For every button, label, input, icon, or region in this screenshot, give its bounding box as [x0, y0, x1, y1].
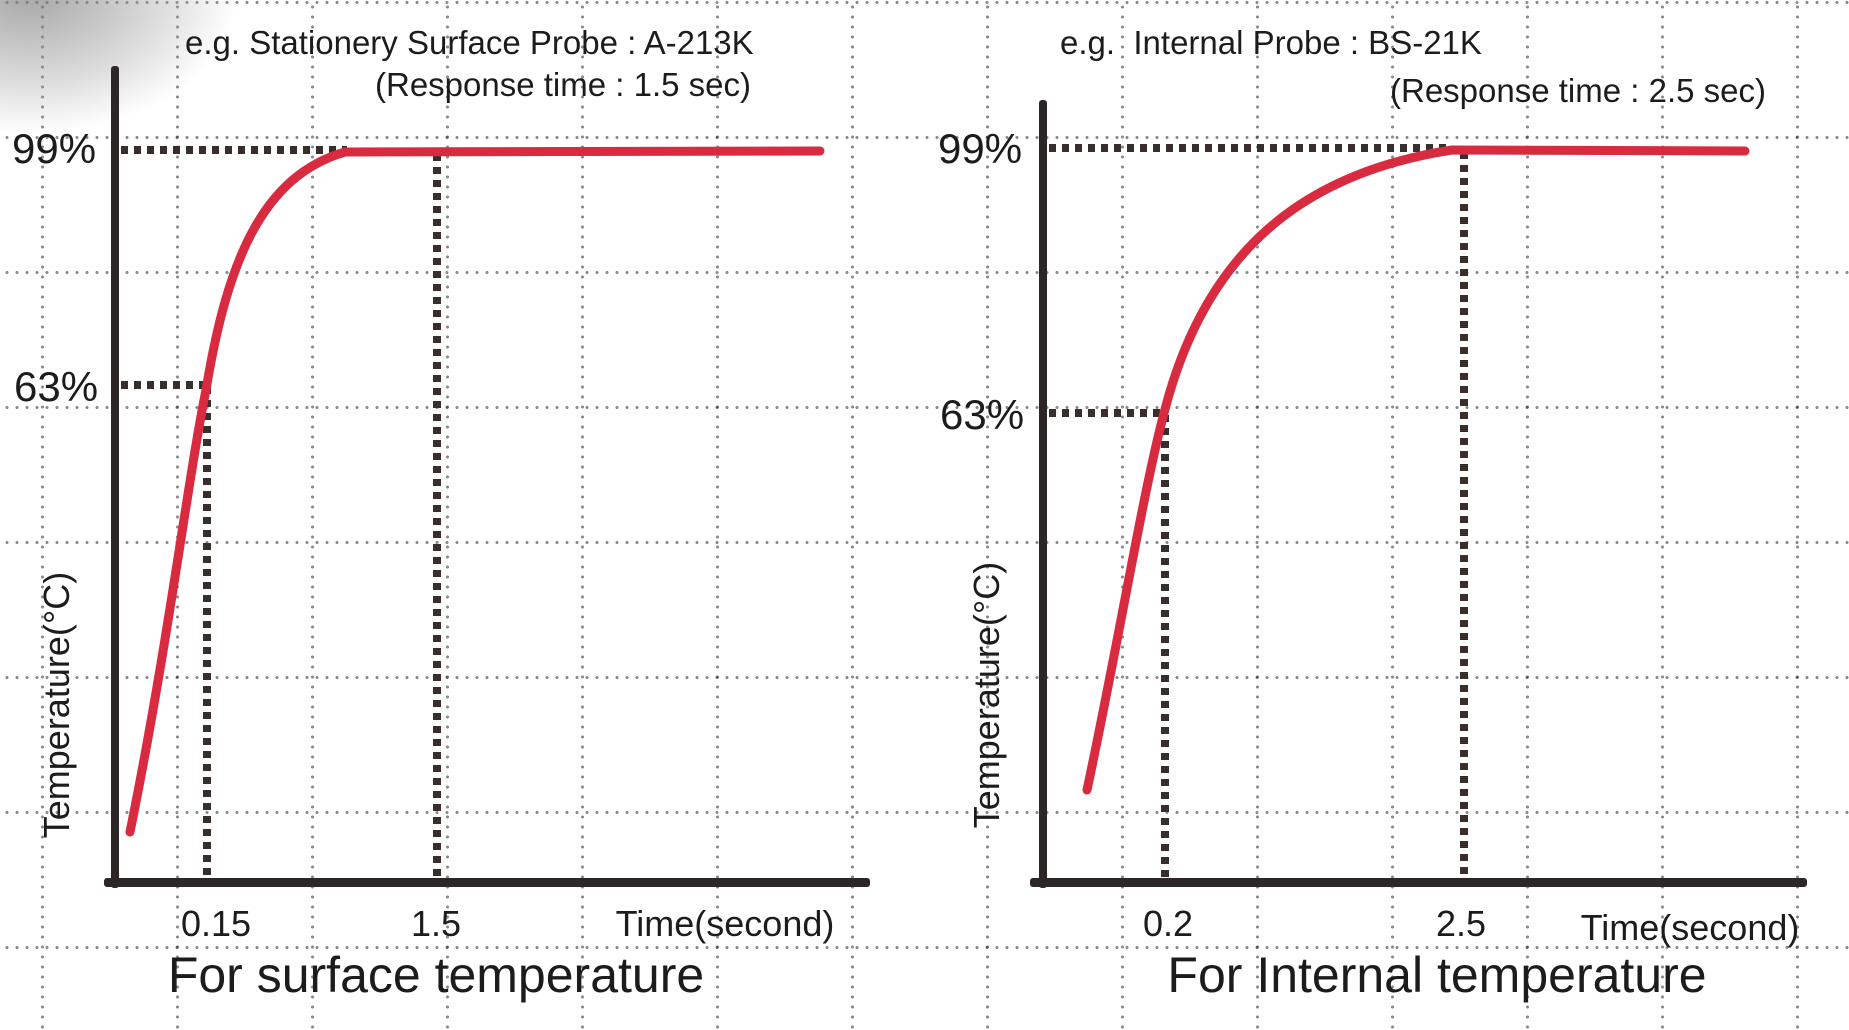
ref-line-63-horizontal	[1049, 409, 1162, 417]
x-axis	[1030, 878, 1807, 887]
ref-line-2p5-vertical	[1460, 152, 1468, 878]
y-axis	[1039, 100, 1047, 888]
ref-line-99-horizontal	[121, 146, 347, 154]
ref-line-0p15-vertical	[203, 387, 211, 878]
ref-line-99-horizontal	[1049, 144, 1450, 152]
x-tick-0p2: 0.2	[1142, 903, 1194, 944]
ref-line-1p5-vertical	[433, 154, 441, 878]
ref-line-63-horizontal	[121, 381, 210, 389]
response-time-note: (Response time : 2.5 sec)	[1390, 72, 1766, 109]
response-time-note: (Response time : 1.5 sec)	[375, 66, 751, 103]
chart-title: e.g. Stationery Surface Probe : A-213K	[185, 24, 754, 61]
y-axis-title: Temperature(°C)	[36, 571, 77, 839]
ref-line-0p2-vertical	[1161, 415, 1169, 878]
chart-caption: For Internal temperature	[1167, 947, 1707, 1003]
x-tick-0p15: 0.15	[180, 903, 252, 944]
y-tick-63-label: 63%	[14, 363, 99, 410]
response-curve-internal-probe	[1082, 145, 1750, 795]
response-curve-surface-probe	[125, 146, 825, 837]
x-axis-title: Time(second)	[615, 903, 835, 944]
y-axis-title: Temperature(°C)	[966, 561, 1007, 829]
x-axis	[104, 878, 870, 887]
chart-title: e.g. Internal Probe : BS-21K	[1060, 24, 1482, 61]
chart-caption: For surface temperature	[167, 947, 705, 1003]
y-tick-99-label: 99%	[938, 125, 1023, 172]
y-tick-99-label: 99%	[12, 125, 97, 172]
x-tick-1p5: 1.5	[410, 903, 462, 944]
x-tick-2p5: 2.5	[1435, 903, 1487, 944]
x-axis-title: Time(second)	[1580, 907, 1800, 948]
y-axis	[111, 66, 119, 888]
y-tick-63-label: 63%	[940, 391, 1025, 438]
scan-artifact-blob	[0, 0, 240, 135]
